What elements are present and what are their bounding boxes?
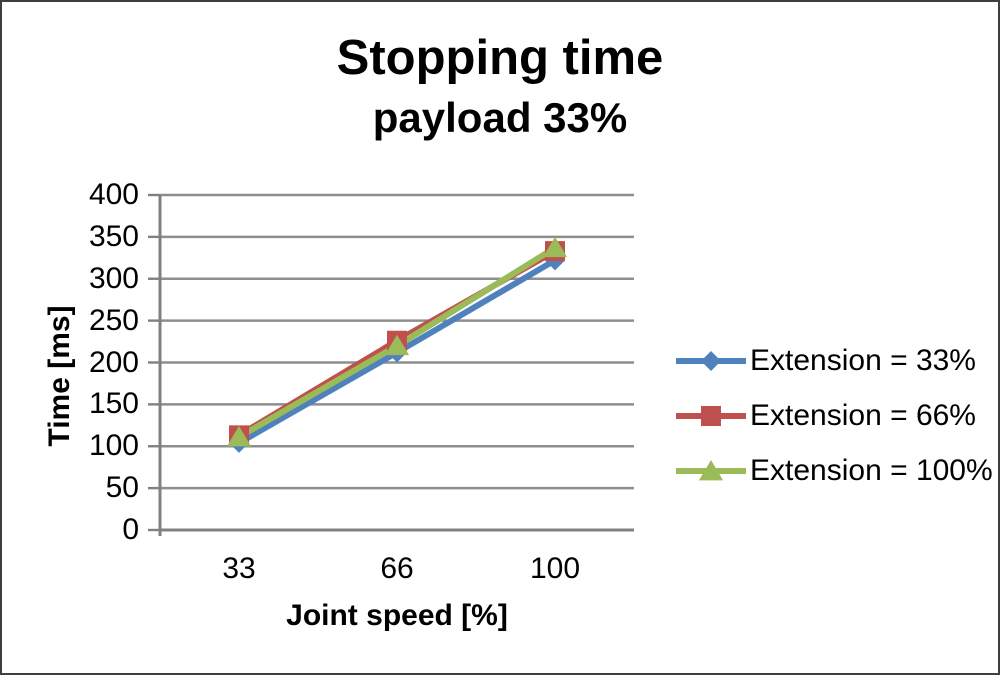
legend-square-icon <box>676 406 746 426</box>
legend-item: Extension = 33% <box>676 344 993 378</box>
y-tick-label: 150 <box>88 387 139 421</box>
y-tick-label: 200 <box>88 345 139 379</box>
x-tick-label: 33 <box>222 552 256 585</box>
legend-marker <box>701 351 721 371</box>
legend-label: Extension = 100% <box>750 454 993 487</box>
legend: Extension = 33% Extension = 66% Extension … <box>676 344 993 488</box>
series-2-point-2 <box>542 236 568 258</box>
series-2-point-0 <box>226 426 252 447</box>
legend-diamond-icon <box>676 351 746 371</box>
legend-label: Extension = 66% <box>750 399 976 432</box>
x-tick-label: 66 <box>380 552 414 585</box>
y-tick-label: 350 <box>88 219 139 253</box>
y-tick-label: 50 <box>105 471 139 505</box>
legend-marker <box>698 460 724 481</box>
legend-marker <box>701 406 721 426</box>
y-tick-label: 0 <box>122 513 139 546</box>
y-tick-label: 100 <box>88 429 139 463</box>
chart-title: Stopping time <box>336 31 664 85</box>
y-tick-label: 400 <box>88 178 139 211</box>
legend-item: Extension = 66% <box>676 399 993 433</box>
series-2-point-1 <box>384 334 410 356</box>
y-tick-label: 250 <box>88 303 139 337</box>
x-tick-label: 100 <box>529 552 581 585</box>
chart-subtitle: payload 33% <box>372 94 628 141</box>
y-tick-label: 300 <box>88 261 139 295</box>
legend-triangle-icon <box>676 460 746 481</box>
legend-label: Extension = 33% <box>750 344 976 377</box>
x-axis-title: Joint speed [%] <box>286 599 508 632</box>
legend-item: Extension = 100% <box>676 454 993 488</box>
